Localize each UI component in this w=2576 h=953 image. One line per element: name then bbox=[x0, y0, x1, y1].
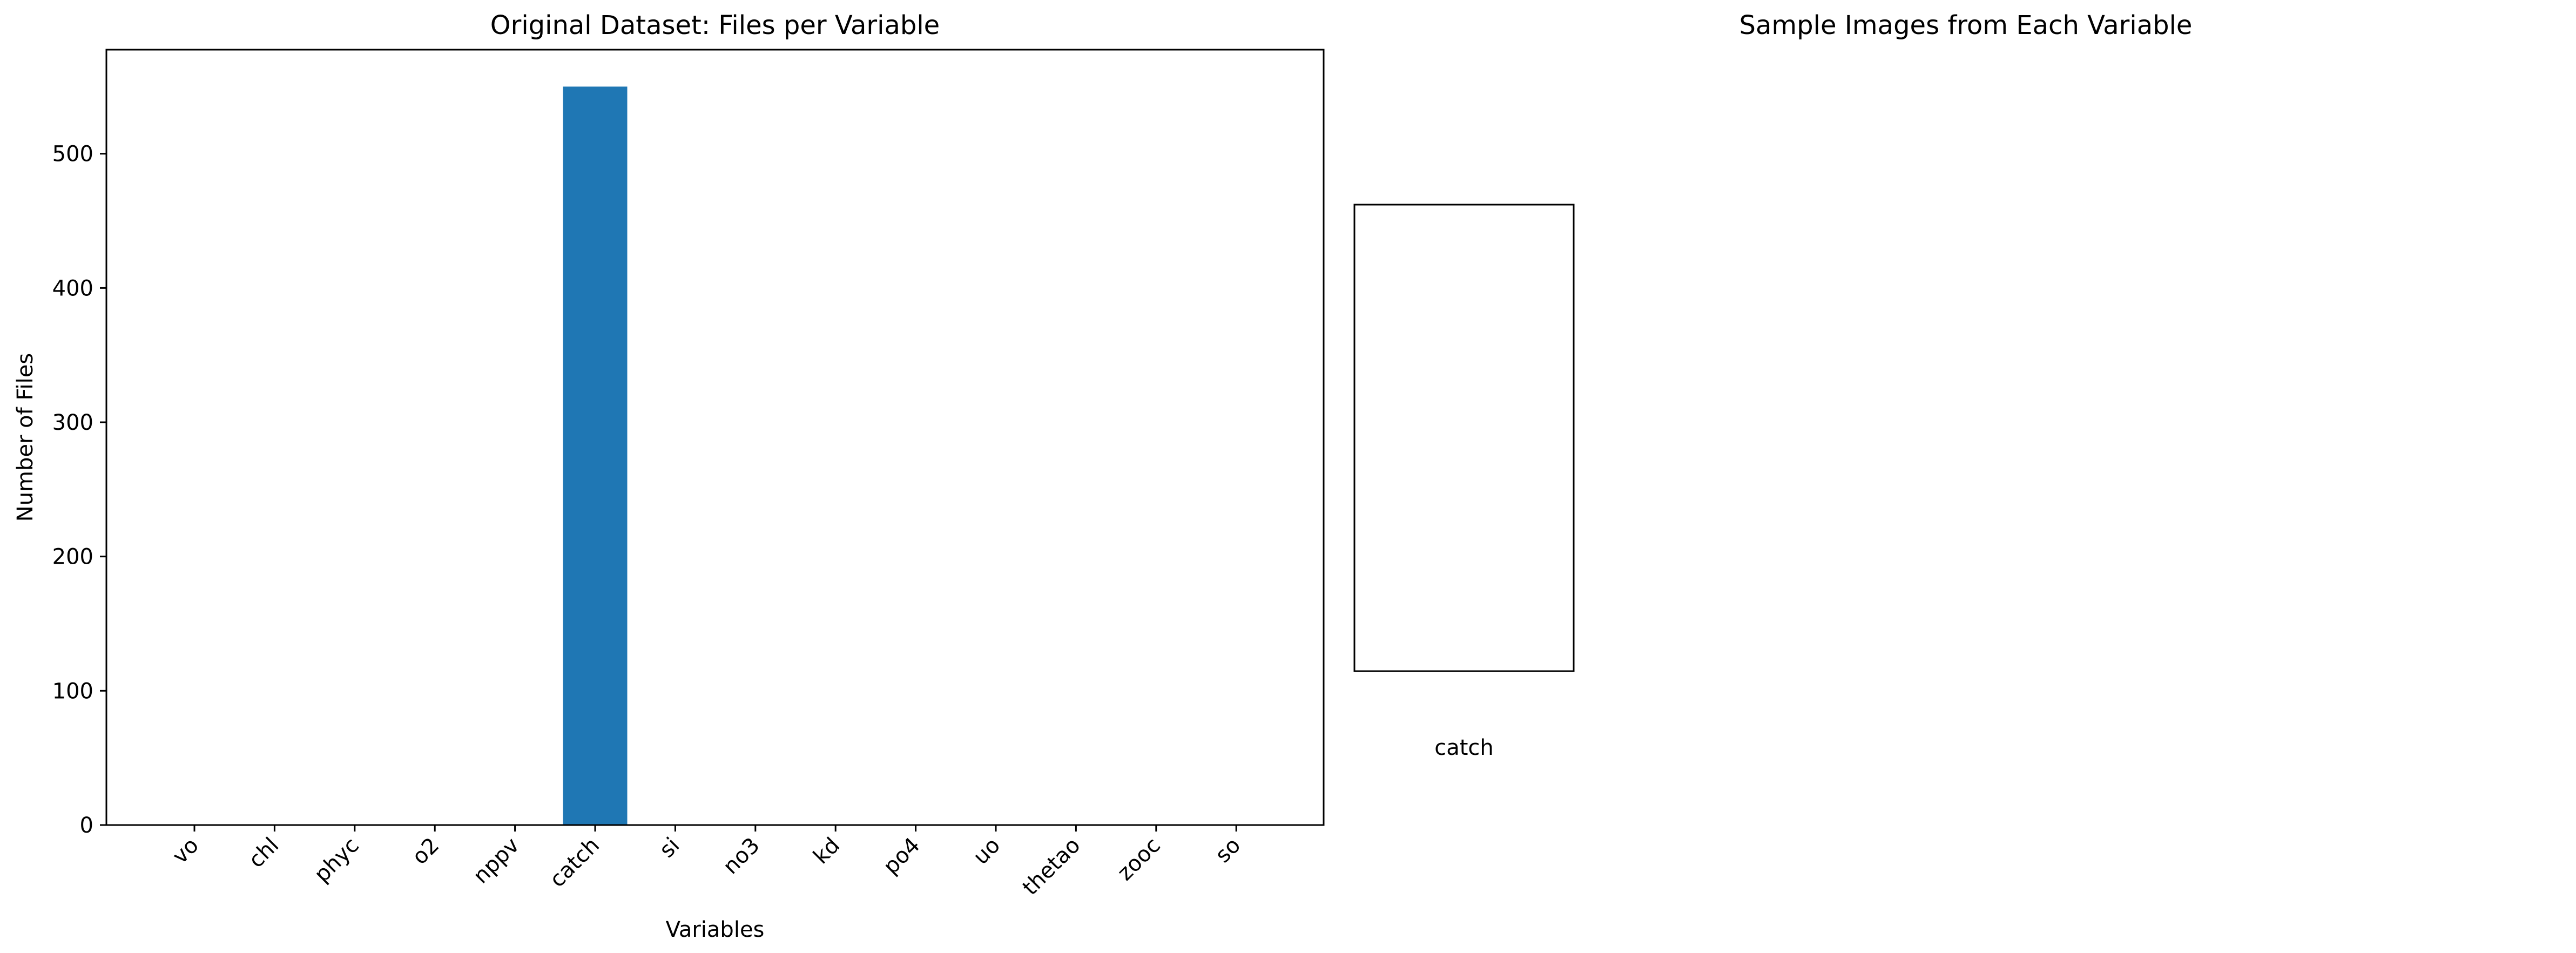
y-tick-label: 200 bbox=[52, 545, 93, 570]
y-axis-ticks: 0 100 200 300 400 500 bbox=[52, 142, 106, 838]
y-tick-label: 300 bbox=[52, 410, 93, 435]
y-axis-label: Number of Files bbox=[13, 353, 38, 522]
y-tick-label: 0 bbox=[80, 813, 93, 838]
bar-series bbox=[563, 86, 628, 825]
y-tick-label: 500 bbox=[52, 142, 93, 167]
sample-image-label: catch bbox=[1434, 735, 1494, 760]
y-tick-label: 100 bbox=[52, 679, 93, 704]
sample-images-title: Sample Images from Each Variable bbox=[1739, 10, 2193, 40]
bar-chart: Original Dataset: Files per Variable 0 10… bbox=[13, 10, 1325, 942]
plot-area-frame bbox=[105, 49, 1325, 826]
y-tick-label: 400 bbox=[52, 276, 93, 301]
sample-images-panel: Sample Images from Each Variable catch bbox=[1353, 10, 2193, 760]
bar-chart-title: Original Dataset: Files per Variable bbox=[490, 10, 940, 40]
x-axis-label: Variables bbox=[666, 917, 765, 942]
bar-catch bbox=[563, 86, 628, 825]
sample-image-frame bbox=[1353, 204, 1575, 672]
plot-area-background bbox=[106, 50, 1324, 825]
